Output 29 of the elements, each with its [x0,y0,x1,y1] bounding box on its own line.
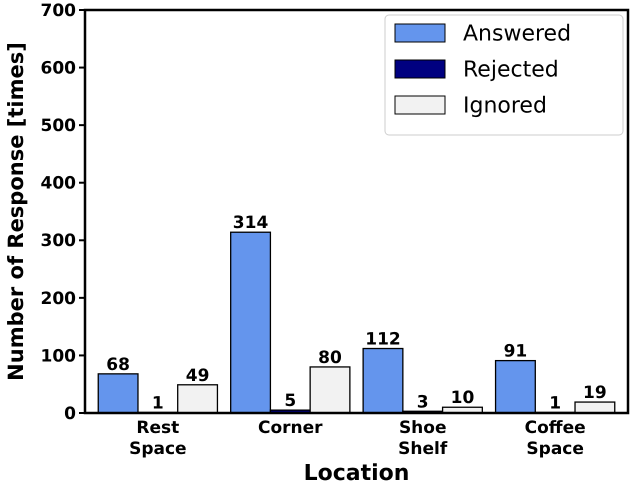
y-tick-label: 600 [40,58,76,79]
legend-label: Rejected [463,58,559,83]
data-label: 68 [106,354,130,375]
data-label: 112 [365,330,401,350]
data-label: 3 [416,392,429,412]
data-label: 1 [152,393,164,414]
data-label: 80 [318,348,342,368]
y-tick-label: 400 [40,174,76,194]
x-tick-label: Corner [258,418,324,438]
data-label: 49 [186,366,210,386]
x-tick-label: Shoe Shelf [398,418,448,459]
x-axis-title: Location [304,461,410,486]
data-label: 1 [549,393,562,414]
data-label: 91 [504,342,528,362]
y-tick-label: 500 [40,116,76,136]
legend-label: Ignored [463,94,547,119]
y-tick-label: 300 [40,231,76,252]
y-tick-label: 200 [40,288,76,309]
data-label: 5 [284,391,296,412]
data-label: 19 [583,383,607,404]
y-axis-title: Number of Response [times] [4,42,28,381]
x-tick-label: Rest Space [129,418,187,459]
x-tick-label: Coffee Space [524,418,586,459]
y-tick-label: 0 [64,404,76,424]
legend-label: Answered [463,22,572,47]
data-label: 10 [450,388,474,408]
y-tick-label: 700 [40,0,76,21]
data-label: 314 [232,213,268,234]
y-tick-label: 100 [40,346,76,366]
